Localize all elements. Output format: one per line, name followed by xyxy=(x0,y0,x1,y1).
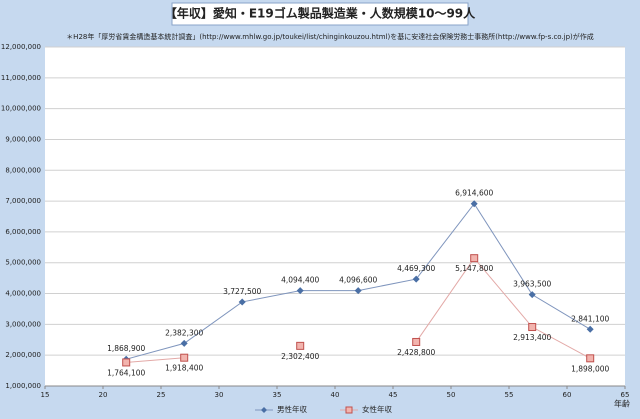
point xyxy=(412,337,421,346)
x-tick-label: 65 xyxy=(621,391,630,399)
point xyxy=(528,291,536,299)
data-label: 3,963,500 xyxy=(513,280,551,289)
x-tick-label: 45 xyxy=(389,391,398,399)
series-line xyxy=(126,257,591,363)
data-label: 2,428,800 xyxy=(397,348,435,357)
chart-subtitle: ＊H28年「厚労省賃金構造基本統計調査」(http://www.mhlw.go.… xyxy=(66,32,594,41)
title-box xyxy=(171,2,469,26)
data-label: 2,302,400 xyxy=(281,352,319,361)
data-label: 2,841,100 xyxy=(571,314,609,323)
point xyxy=(180,353,189,362)
data-label: 2,382,300 xyxy=(165,328,203,337)
point xyxy=(470,200,478,208)
legend-label: 女性年収 xyxy=(362,404,392,414)
x-tick-label: 25 xyxy=(157,391,166,399)
x-axis-label: 年齢 xyxy=(614,399,630,409)
data-label: 5,147,800 xyxy=(455,264,493,273)
x-tick-label: 30 xyxy=(215,391,224,399)
point xyxy=(354,287,362,295)
legend-label: 男性年収 xyxy=(277,404,307,414)
point xyxy=(586,325,594,333)
point xyxy=(412,275,420,283)
point xyxy=(586,354,595,363)
y-tick-label: 2,000,000 xyxy=(5,351,41,359)
data-label: 6,914,600 xyxy=(455,189,493,198)
x-tick-label: 20 xyxy=(99,391,108,399)
data-label: 1,898,000 xyxy=(571,364,609,373)
y-tick-label: 5,000,000 xyxy=(5,259,41,267)
chart-title: 【年収】愛知・E19ゴム製品製造業・人数規模10〜99人 xyxy=(165,6,476,21)
data-label: 4,096,600 xyxy=(339,276,377,285)
x-tick-label: 40 xyxy=(331,391,340,399)
y-tick-label: 3,000,000 xyxy=(5,320,41,328)
point xyxy=(296,341,305,350)
point xyxy=(122,358,131,367)
y-tick-label: 1,000,000 xyxy=(5,382,41,390)
y-tick-label: 6,000,000 xyxy=(5,228,41,236)
data-label: 1,868,900 xyxy=(107,344,145,353)
x-tick-label: 55 xyxy=(505,391,514,399)
point xyxy=(528,323,537,332)
point xyxy=(470,254,479,263)
data-label: 1,764,100 xyxy=(107,368,145,377)
x-tick-label: 50 xyxy=(447,391,456,399)
y-tick-label: 11,000,000 xyxy=(1,74,41,82)
y-tick-label: 12,000,000 xyxy=(1,43,41,51)
y-tick-label: 10,000,000 xyxy=(1,105,41,113)
legend-marker xyxy=(345,406,353,414)
x-tick-label: 35 xyxy=(273,391,282,399)
point xyxy=(238,298,246,306)
y-tick-label: 8,000,000 xyxy=(5,166,41,174)
legend-marker xyxy=(261,407,267,413)
data-label: 4,469,300 xyxy=(397,264,435,273)
data-label: 1,918,400 xyxy=(165,364,203,373)
data-label: 2,913,400 xyxy=(513,333,551,342)
data-label: 3,727,500 xyxy=(223,287,261,296)
point xyxy=(180,339,188,347)
y-tick-label: 7,000,000 xyxy=(5,197,41,205)
y-tick-label: 4,000,000 xyxy=(5,290,41,298)
x-tick-label: 15 xyxy=(41,391,50,399)
y-tick-label: 9,000,000 xyxy=(5,135,41,143)
point xyxy=(296,287,304,295)
x-tick-label: 60 xyxy=(563,391,572,399)
data-label: 4,094,400 xyxy=(281,276,319,285)
